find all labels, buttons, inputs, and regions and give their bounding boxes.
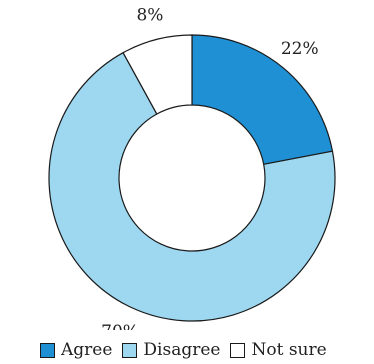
legend-item-agree: Agree bbox=[40, 340, 112, 360]
slice-disagree bbox=[48, 51, 336, 322]
data-label-not-sure: 8% bbox=[136, 5, 163, 25]
legend-item-disagree: Disagree bbox=[122, 340, 220, 360]
legend-swatch-disagree bbox=[122, 342, 138, 358]
donut-labels: 22% 70% 8% bbox=[101, 5, 318, 330]
data-label-agree: 22% bbox=[281, 39, 319, 59]
legend-label-agree: Agree bbox=[61, 340, 113, 360]
legend-swatch-agree bbox=[40, 342, 55, 358]
legend-label-disagree: Disagree bbox=[143, 340, 221, 360]
legend-item-not-sure: Not sure bbox=[230, 340, 327, 360]
donut-chart: 22% 70% 8% bbox=[48, 5, 336, 330]
donut-slices bbox=[48, 34, 336, 322]
data-label-disagree: 70% bbox=[101, 322, 139, 330]
slice-agree bbox=[191, 34, 334, 166]
slice-not-sure bbox=[122, 34, 193, 115]
legend-label-not-sure: Not sure bbox=[251, 340, 327, 360]
chart-legend: Agree Disagree Not sure bbox=[40, 340, 327, 360]
legend-swatch-not-sure bbox=[230, 342, 246, 358]
